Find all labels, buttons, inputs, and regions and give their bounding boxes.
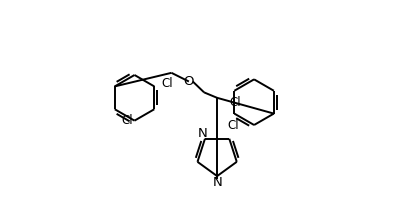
- Text: Cl: Cl: [227, 119, 239, 132]
- Text: Cl: Cl: [229, 96, 241, 109]
- Text: N: N: [197, 127, 207, 140]
- Text: Cl: Cl: [122, 114, 133, 127]
- Text: Cl: Cl: [161, 77, 173, 90]
- Text: O: O: [183, 75, 194, 88]
- Text: N: N: [212, 176, 222, 189]
